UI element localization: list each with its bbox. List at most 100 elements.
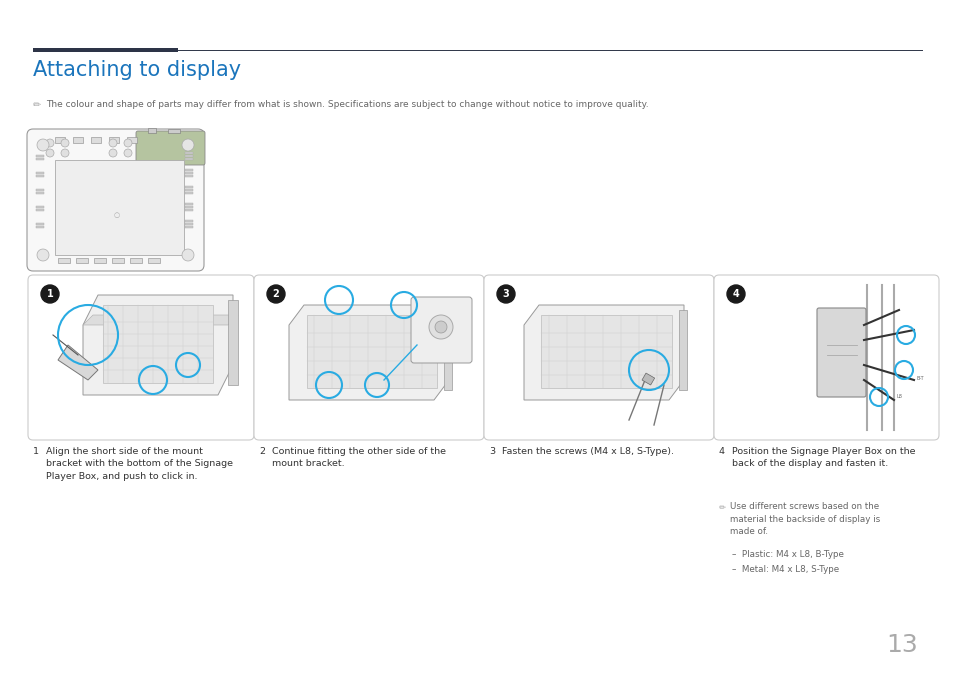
Bar [185,169,193,171]
Circle shape [429,315,453,339]
Bar [185,226,193,228]
Bar [127,137,137,143]
Circle shape [61,149,69,157]
Polygon shape [83,295,233,395]
Bar [36,209,44,211]
FancyBboxPatch shape [411,297,472,363]
Bar [36,172,44,174]
Circle shape [182,139,193,151]
Circle shape [46,139,54,147]
Bar [228,300,237,385]
Circle shape [46,149,54,157]
Bar [185,220,193,222]
FancyBboxPatch shape [816,308,865,397]
Bar [148,258,160,263]
Text: Position the Signage Player Box on the
back of the display and fasten it.: Position the Signage Player Box on the b… [731,447,915,468]
Bar [73,137,83,143]
Circle shape [109,149,117,157]
Bar [185,192,193,194]
Text: 1: 1 [33,447,39,456]
Bar [185,206,193,208]
Bar [185,175,193,177]
FancyBboxPatch shape [253,275,483,440]
Bar [76,258,88,263]
FancyBboxPatch shape [28,275,253,440]
Circle shape [61,139,69,147]
Text: 4: 4 [719,447,724,456]
Text: L8: L8 [896,394,902,400]
Text: 2: 2 [273,289,279,299]
Bar [36,226,44,228]
Polygon shape [540,315,671,388]
Polygon shape [289,305,449,400]
Circle shape [37,139,49,151]
Bar [109,137,119,143]
Bar [185,186,193,188]
Bar [168,129,180,133]
Text: 3: 3 [489,447,495,456]
Bar [94,258,106,263]
Circle shape [497,285,515,303]
Text: 3: 3 [502,289,509,299]
Text: ○: ○ [113,212,120,218]
Bar [91,137,101,143]
Bar [641,373,654,385]
Bar [36,158,44,160]
Circle shape [182,249,193,261]
Polygon shape [103,305,213,383]
Circle shape [267,285,285,303]
Circle shape [124,139,132,147]
Bar [185,209,193,211]
Bar [36,206,44,208]
Text: –  Plastic: M4 x L8, B-Type: – Plastic: M4 x L8, B-Type [731,550,843,559]
Text: 13: 13 [885,633,917,657]
Bar [36,189,44,191]
Bar [55,160,184,255]
Bar [36,175,44,177]
Circle shape [109,139,117,147]
Text: ✏: ✏ [719,502,725,511]
Bar [33,48,178,52]
Bar [443,310,452,390]
Text: Attaching to display: Attaching to display [33,60,241,80]
FancyBboxPatch shape [27,129,204,271]
Bar [148,128,156,133]
Text: 1: 1 [47,289,53,299]
Bar [185,152,193,154]
Circle shape [124,149,132,157]
Polygon shape [523,305,683,400]
Text: –  Metal: M4 x L8, S-Type: – Metal: M4 x L8, S-Type [731,565,839,574]
Text: Fasten the screws (M4 x L8, S-Type).: Fasten the screws (M4 x L8, S-Type). [501,447,673,456]
Text: 4: 4 [732,289,739,299]
Bar [36,192,44,194]
Bar [55,137,65,143]
FancyBboxPatch shape [713,275,938,440]
Text: ✏: ✏ [33,100,41,110]
Circle shape [41,285,59,303]
Polygon shape [83,315,237,325]
FancyBboxPatch shape [136,131,205,165]
Circle shape [726,285,744,303]
Bar [36,155,44,157]
Polygon shape [307,315,436,388]
Circle shape [435,321,447,333]
Bar [185,158,193,160]
Text: The colour and shape of parts may differ from what is shown. Specifications are : The colour and shape of parts may differ… [46,100,648,109]
Bar [185,155,193,157]
Text: B-T: B-T [916,377,923,381]
Text: Align the short side of the mount
bracket with the bottom of the Signage
Player : Align the short side of the mount bracke… [46,447,233,481]
Bar [36,223,44,225]
Circle shape [37,249,49,261]
Bar [112,258,124,263]
Polygon shape [58,345,98,380]
Text: 2: 2 [258,447,265,456]
Bar [185,223,193,225]
Bar [58,258,70,263]
Text: Continue fitting the other side of the
mount bracket.: Continue fitting the other side of the m… [272,447,446,468]
FancyBboxPatch shape [483,275,713,440]
Bar [130,258,142,263]
Bar [679,310,686,390]
Text: Use different screws based on the
material the backside of display is
made of.: Use different screws based on the materi… [729,502,880,536]
Bar [185,172,193,174]
Bar [185,203,193,205]
